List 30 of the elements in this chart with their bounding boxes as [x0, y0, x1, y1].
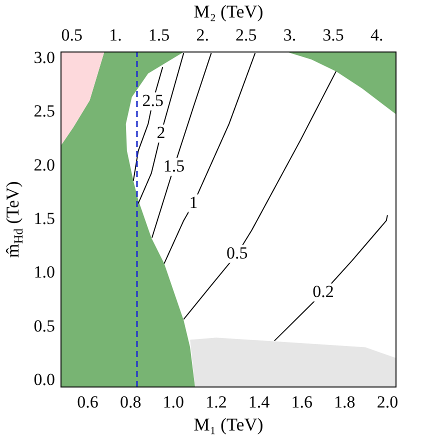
y-tick-label: 1.0	[34, 262, 55, 282]
y-axis-title: m̂Hd (TeV)	[2, 181, 26, 258]
x2-tick-label: 1.	[109, 25, 122, 44]
x2-tick-label: 4.	[370, 25, 384, 44]
x2-tick-label: 3.	[283, 25, 296, 44]
x2-tick-label: 2.5	[236, 25, 257, 44]
x-tick-label: 1.2	[206, 392, 227, 412]
x-tick-label: 1.6	[291, 392, 312, 412]
y-tick-label: 2.0	[34, 155, 55, 174]
x-tick-label: 0.8	[120, 392, 142, 412]
y-tick-label: 0.5	[34, 316, 55, 336]
annotation: 0.5	[226, 243, 248, 262]
x-tick-label: 1.4	[248, 392, 270, 412]
x2-tick-label: 3.5	[322, 25, 344, 44]
x-axis-title: M₁ (TeV)	[194, 414, 264, 435]
x-tick-label: 2.0	[376, 392, 398, 412]
x2-tick-label: 2.	[196, 25, 209, 44]
annotation: 0.2	[312, 282, 334, 301]
y-tick-label: 2.5	[34, 102, 55, 121]
y-tick-label: 1.5	[34, 208, 55, 228]
x-tick-label: 0.6	[77, 392, 98, 412]
x2-tick-label: 1.5	[148, 25, 170, 44]
annotation: 1.5	[163, 156, 185, 176]
x2-axis-title: M₂ (TeV)	[194, 2, 264, 22]
x-tick-label: 1.0	[162, 392, 184, 412]
annotation: 2.5	[142, 90, 164, 110]
y-tick-label: 0.0	[34, 370, 55, 390]
x-tick-label: 1.8	[334, 392, 356, 412]
y-tick-label: 3.0	[34, 48, 55, 67]
x2-tick-label: 0.5	[61, 25, 83, 44]
